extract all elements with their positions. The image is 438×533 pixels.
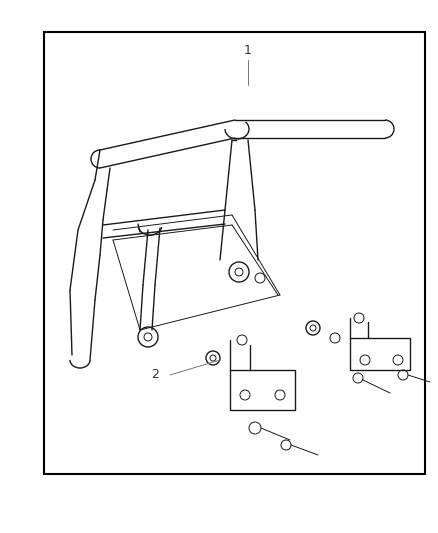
Text: 1: 1 (244, 44, 252, 56)
Bar (44, 32, 425, 474)
Text: 2: 2 (151, 368, 159, 382)
